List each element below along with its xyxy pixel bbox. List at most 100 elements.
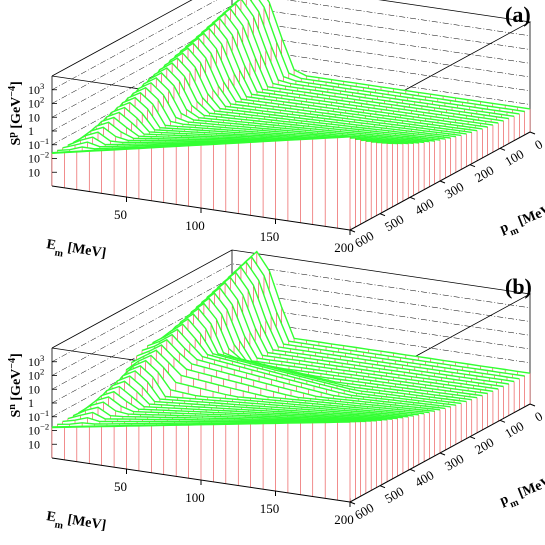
grid-line (51, 32, 531, 132)
y-tick (439, 180, 446, 184)
surface-row-line (136, 72, 435, 142)
grid-line (51, 291, 531, 390)
surface-row-line (109, 370, 409, 418)
z-tick-label: 103 (28, 81, 44, 97)
surface-row-line (199, 12, 499, 124)
surface (51, 250, 531, 502)
surface-row-line (215, 266, 515, 383)
y-tick-label: 600 (352, 500, 376, 523)
x-tick-label: 200 (334, 240, 354, 255)
grid-line (51, 277, 531, 376)
surface-row-line (157, 323, 456, 406)
surface-row-line (183, 27, 483, 130)
surface-row-line (204, 7, 504, 122)
y-tick-label: 0 (532, 408, 545, 424)
y-tick-label: 200 (472, 435, 496, 458)
surface-row-line (120, 86, 419, 144)
y-tick (529, 131, 536, 135)
surface-row-line (173, 307, 472, 401)
x-tick-label: 50 (114, 479, 127, 494)
surface-row-line (83, 396, 382, 421)
y-tick (349, 229, 356, 233)
surface-row-line (178, 32, 478, 132)
y-tick (379, 213, 386, 217)
surface-row-line (152, 328, 451, 408)
x-axis-title: Em [MeV] (45, 237, 107, 266)
surface-row-line (194, 17, 494, 126)
surface-row-line (146, 62, 446, 140)
surface-row-line (136, 344, 435, 412)
y-tick (349, 501, 356, 505)
surface-row-line (162, 47, 462, 137)
surface-row-line (120, 359, 419, 416)
surface-row-line (141, 338, 441, 411)
surface-row-line (167, 312, 467, 403)
surface-row-line (231, 0, 531, 110)
y-tick-label: 500 (382, 212, 406, 235)
y-tick-label: 200 (472, 163, 496, 186)
y-tick-label: 300 (442, 179, 466, 202)
surface-row-line (131, 349, 430, 414)
z-axis-title: Sn [GeV−4] (7, 353, 25, 417)
y-tick (409, 196, 416, 200)
z-tick-label: 10 (28, 165, 40, 179)
surface-row-line (125, 81, 425, 144)
z-tick-label: 10−1 (28, 136, 49, 152)
z-tick-label: 10−2 (28, 150, 49, 166)
z-tick-label: 10−1 (28, 408, 49, 424)
surface-row-line (178, 302, 478, 399)
surface-row-line (231, 250, 531, 374)
surface-front-line (51, 420, 351, 429)
surface-row-bars (51, 136, 351, 230)
y-tick-label: 300 (442, 451, 466, 474)
y-tick (529, 403, 536, 407)
z-tick-label: 10 (28, 110, 40, 124)
surface-row-line (210, 2, 509, 120)
surface-row-line (173, 37, 472, 134)
panel-tag: (a) (505, 2, 531, 27)
y-tick-label: 100 (502, 418, 526, 441)
surface (51, 0, 531, 230)
z-tick-label: 10 (28, 382, 40, 396)
surface-row-line (104, 375, 403, 419)
x-tick-label: 100 (185, 490, 205, 505)
y-tick (499, 419, 506, 423)
grid-line (51, 0, 531, 91)
y-tick-label: 600 (352, 228, 376, 251)
surface-row-line (130, 77, 430, 143)
x-tick-label: 150 (260, 229, 280, 244)
surface-row-line (199, 281, 499, 390)
y-tick-label: 400 (412, 467, 436, 490)
y-tick (469, 436, 476, 440)
z-tick-label: 102 (28, 367, 44, 383)
y-tick (469, 164, 476, 168)
surface-row-line (157, 52, 456, 138)
z-tick-label: 10 (28, 437, 40, 451)
surface-row-line (183, 297, 483, 397)
y-axis-title: pm [MeV/c] (498, 469, 545, 513)
surface-front-line (51, 135, 351, 154)
y-tick (499, 147, 506, 151)
panel-tag: (b) (505, 274, 532, 299)
surface-row-line (188, 22, 488, 128)
x-tick-label: 150 (260, 501, 280, 516)
surface-row-line (204, 276, 504, 388)
y-tick-label: 100 (502, 146, 526, 169)
grid-line (51, 318, 531, 418)
y-tick (379, 485, 386, 489)
surface-row-line (147, 333, 446, 410)
surface-row-line (78, 401, 377, 422)
grid-line (51, 263, 531, 363)
surface-row-line (125, 354, 425, 415)
z-axis-title: Sp [GeV−4] (7, 81, 25, 145)
surface-row-line (220, 260, 520, 380)
surface-row-line (220, 0, 520, 115)
y-tick-label: 400 (412, 195, 436, 218)
z-tick-label: 102 (28, 95, 44, 111)
surface-row-line (88, 390, 388, 421)
x-tick-label: 50 (114, 207, 127, 222)
surface-row-line (226, 255, 525, 377)
z-tick-label: 1 (28, 396, 34, 410)
panel-b: 5010015020001002003004005006001031021011… (7, 249, 545, 533)
